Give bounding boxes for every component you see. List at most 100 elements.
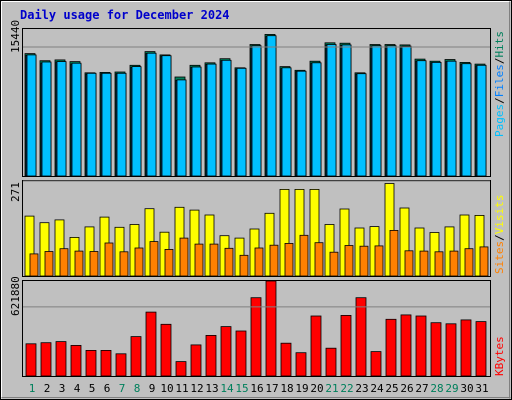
kbytes-bar — [205, 334, 217, 377]
sites-bar — [74, 250, 84, 277]
pages-bar — [341, 44, 352, 177]
visits-bar — [474, 214, 485, 277]
kbytes-bar — [235, 330, 247, 377]
pages-bar — [131, 66, 142, 177]
x-tick-label: 8 — [134, 382, 141, 395]
visits-bar — [279, 188, 290, 277]
middle-legend: Sites/Visits — [493, 195, 506, 275]
pages-bar — [206, 63, 217, 177]
pages-bar — [41, 61, 52, 177]
x-tick-label: 22 — [340, 382, 353, 395]
visits-bar — [39, 222, 50, 277]
x-tick-label: 13 — [205, 382, 218, 395]
sites-bar — [404, 250, 414, 277]
x-tick-label: 16 — [250, 382, 263, 395]
pages-bar — [101, 72, 112, 177]
pages-bar — [416, 60, 427, 177]
kbytes-bar — [175, 361, 187, 377]
kbytes-bar — [25, 343, 37, 377]
x-tick-label: 2 — [44, 382, 51, 395]
pages-bar — [476, 64, 487, 177]
x-tick-label: 18 — [280, 382, 293, 395]
legend-separator: / — [493, 97, 506, 104]
kbytes-bar — [370, 351, 382, 377]
plot-frame-bottom — [22, 280, 491, 377]
x-tick-labels: 1 2 3 4 5 6 7 8 9 10 11 12 13 14 15 16 17 18 19 20 21 22 23 24 2… — [29, 382, 489, 395]
visits-bar — [309, 188, 320, 277]
kbytes-bar — [295, 352, 307, 377]
kbytes-bar — [190, 344, 202, 377]
pages-bar — [356, 73, 367, 177]
plot-frame-top — [22, 28, 491, 177]
pages-bar — [56, 61, 67, 177]
legend-separator: / — [493, 234, 506, 241]
legend-visits: Visits — [493, 195, 506, 235]
middle-ytick-label: 271 — [9, 182, 22, 202]
sites-bar — [479, 246, 489, 277]
kbytes-bar — [355, 297, 367, 377]
pages-bar — [221, 59, 232, 177]
kbytes-bar — [400, 314, 412, 377]
x-tick-label: 23 — [355, 382, 368, 395]
sites-bar — [299, 234, 309, 277]
pages-bar — [296, 70, 307, 177]
x-tick-label: 20 — [310, 382, 323, 395]
top-legend: Pages/Files/Hits — [493, 31, 506, 137]
visits-bar — [384, 183, 395, 277]
kbytes-bar — [280, 342, 292, 377]
sites-bar — [59, 248, 69, 277]
sites-bar — [224, 247, 234, 277]
kbytes-bar — [460, 319, 472, 377]
x-tick-label: 5 — [89, 382, 96, 395]
x-tick-label: 25 — [385, 382, 398, 395]
bottom-panel-bars — [25, 280, 487, 377]
sites-bar — [329, 251, 339, 277]
sites-bar — [104, 242, 114, 277]
pages-bar — [281, 67, 292, 177]
x-tick-label: 30 — [460, 382, 473, 395]
bottom-ytick-label: 621880 — [9, 276, 22, 316]
legend-kbytes: KBytes — [493, 336, 506, 376]
x-tick-label: 1 — [29, 382, 36, 395]
legend-pages: Pages — [493, 104, 506, 137]
middle-panel-bars — [24, 183, 489, 277]
kbytes-bar — [265, 280, 277, 377]
visits-bar — [399, 207, 410, 277]
kbytes-bar — [475, 321, 487, 377]
kbytes-bar — [325, 347, 337, 377]
x-tick-label: 26 — [400, 382, 413, 395]
x-tick-label: 7 — [119, 382, 126, 395]
x-tick-label: 27 — [415, 382, 428, 395]
pages-bar — [446, 60, 457, 177]
pages-bar — [86, 72, 97, 177]
sites-bar — [179, 237, 189, 277]
kbytes-bar — [340, 314, 352, 377]
x-tick-label: 6 — [104, 382, 111, 395]
pages-bar — [191, 66, 202, 177]
visits-bar — [339, 208, 350, 277]
sites-bar — [419, 250, 429, 277]
kbytes-bar — [55, 341, 67, 377]
kbytes-bar — [415, 315, 427, 377]
kbytes-bar — [85, 349, 97, 377]
visits-bar — [54, 219, 65, 277]
x-tick-label: 4 — [74, 382, 81, 395]
kbytes-bar — [130, 336, 142, 377]
sites-bar — [119, 251, 129, 277]
sites-bar — [89, 251, 99, 277]
kbytes-bar — [445, 323, 457, 377]
pages-bar — [386, 45, 397, 177]
pages-bar — [266, 35, 277, 177]
x-tick-label: 15 — [235, 382, 248, 395]
kbytes-bar — [310, 315, 322, 377]
kbytes-bar — [40, 342, 52, 377]
top-panel-bars — [24, 34, 487, 177]
sites-bar — [359, 245, 369, 277]
legend-hits: Hits — [493, 31, 506, 58]
x-tick-label: 28 — [430, 382, 443, 395]
visits-bar — [264, 212, 275, 277]
pages-bar — [251, 45, 262, 177]
pages-bar — [371, 45, 382, 177]
